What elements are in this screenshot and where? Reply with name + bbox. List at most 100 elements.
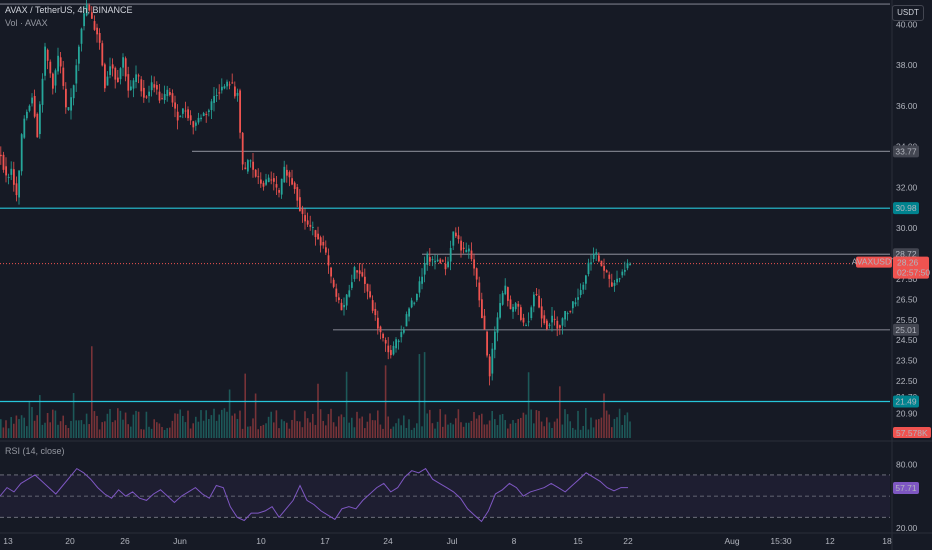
time-tick-label: 22 bbox=[623, 536, 633, 546]
volume-bar bbox=[275, 410, 278, 438]
candle-body bbox=[265, 179, 267, 185]
volume-bar bbox=[569, 421, 571, 438]
candle-body bbox=[512, 306, 514, 312]
volume-bar bbox=[2, 427, 5, 438]
candle-body bbox=[361, 272, 364, 277]
volume-bar bbox=[608, 414, 610, 438]
volume-bar bbox=[374, 420, 376, 438]
candle-body bbox=[31, 97, 33, 104]
candle-body bbox=[239, 90, 241, 133]
candle-body bbox=[382, 333, 384, 339]
time-tick-label: 15:30 bbox=[770, 536, 792, 546]
candle-body bbox=[80, 28, 83, 44]
currency-button[interactable]: USDT bbox=[892, 5, 924, 21]
volume-bar bbox=[548, 422, 551, 438]
candle-body bbox=[23, 118, 26, 138]
level-tag bbox=[893, 395, 919, 408]
candle-body bbox=[262, 182, 265, 187]
volume-bar bbox=[559, 386, 561, 438]
volume-bar bbox=[202, 420, 205, 438]
volume-bar bbox=[200, 410, 202, 438]
volume-bar bbox=[70, 420, 72, 438]
candle-body bbox=[371, 300, 374, 311]
volume-bar bbox=[366, 421, 369, 438]
volume-bar bbox=[41, 424, 44, 438]
rsi-value-label: 57.71 bbox=[895, 483, 917, 493]
volume-bar bbox=[33, 420, 36, 438]
candle-body bbox=[553, 318, 556, 320]
volume-bar bbox=[299, 421, 301, 438]
volume-bar bbox=[564, 409, 566, 438]
volume-bar bbox=[475, 418, 478, 438]
candle-body bbox=[551, 315, 553, 323]
candle-body bbox=[117, 77, 119, 83]
volume-bar bbox=[143, 429, 145, 438]
candle-body bbox=[605, 270, 608, 273]
volume-bar bbox=[291, 419, 293, 438]
volume-legend: Vol · AVAX bbox=[5, 18, 48, 28]
candle-body bbox=[59, 57, 62, 67]
volume-bar bbox=[93, 411, 96, 438]
candle-body bbox=[473, 259, 475, 269]
volume-bar bbox=[512, 420, 514, 438]
candle-body bbox=[215, 95, 218, 97]
candle-body bbox=[574, 302, 577, 305]
volume-bar bbox=[306, 418, 309, 438]
volume-bar bbox=[96, 415, 98, 438]
volume-bar bbox=[457, 409, 460, 438]
symbol-title: AVAX / TetherUS, 4h, BINANCE bbox=[5, 5, 133, 15]
volume-bar bbox=[28, 400, 31, 438]
candle-body bbox=[546, 320, 548, 330]
volume-bar bbox=[104, 421, 106, 438]
candle-body bbox=[624, 269, 626, 272]
candle-body bbox=[470, 250, 473, 260]
volume-bar bbox=[592, 427, 595, 438]
volume-bar bbox=[210, 415, 213, 438]
level-tag-label: 28.72 bbox=[895, 249, 917, 259]
candle-body bbox=[343, 304, 345, 308]
volume-bar bbox=[598, 419, 600, 438]
candle-body bbox=[39, 104, 41, 135]
candle-body bbox=[187, 109, 189, 119]
candle-body bbox=[208, 110, 210, 112]
volume-bar bbox=[119, 410, 122, 438]
candle-body bbox=[62, 67, 65, 86]
candle-body bbox=[184, 110, 187, 112]
volume-bar bbox=[574, 429, 577, 438]
volume-bar bbox=[288, 428, 291, 438]
volume-bar bbox=[169, 427, 171, 438]
price-tick-label: 25.50 bbox=[896, 315, 918, 325]
volume-bar bbox=[31, 406, 33, 438]
candle-body bbox=[582, 284, 585, 290]
volume-bar bbox=[351, 417, 353, 438]
time-tick-label: Jul bbox=[447, 536, 458, 546]
price-tick-label: 20.90 bbox=[896, 409, 918, 419]
candle-body bbox=[577, 297, 579, 300]
volume-bar bbox=[439, 409, 441, 438]
candle-body bbox=[434, 260, 436, 263]
candle-body bbox=[410, 300, 413, 308]
candle-body bbox=[278, 190, 280, 193]
candle-body bbox=[150, 82, 153, 91]
candle-body bbox=[442, 260, 444, 262]
volume-bar bbox=[546, 417, 548, 438]
volume-bar bbox=[267, 416, 270, 438]
volume-bar bbox=[429, 409, 431, 438]
volume-bar bbox=[317, 383, 319, 438]
volume-bar bbox=[20, 415, 23, 438]
volume-bar bbox=[470, 420, 473, 438]
candle-body bbox=[345, 294, 348, 306]
time-tick-label: 17 bbox=[320, 536, 330, 546]
candle-body bbox=[283, 166, 286, 183]
volume-bar bbox=[540, 421, 543, 438]
level-tag-label: 25.01 bbox=[895, 325, 917, 335]
candle-body bbox=[309, 224, 312, 227]
volume-bar bbox=[551, 427, 553, 438]
volume-bar bbox=[478, 415, 480, 438]
time-tick-label: 18 bbox=[882, 536, 892, 546]
candle-body bbox=[600, 260, 603, 267]
price-tick-label: 23.50 bbox=[896, 356, 918, 366]
volume-bar bbox=[530, 409, 532, 438]
volume-bar bbox=[538, 410, 540, 438]
